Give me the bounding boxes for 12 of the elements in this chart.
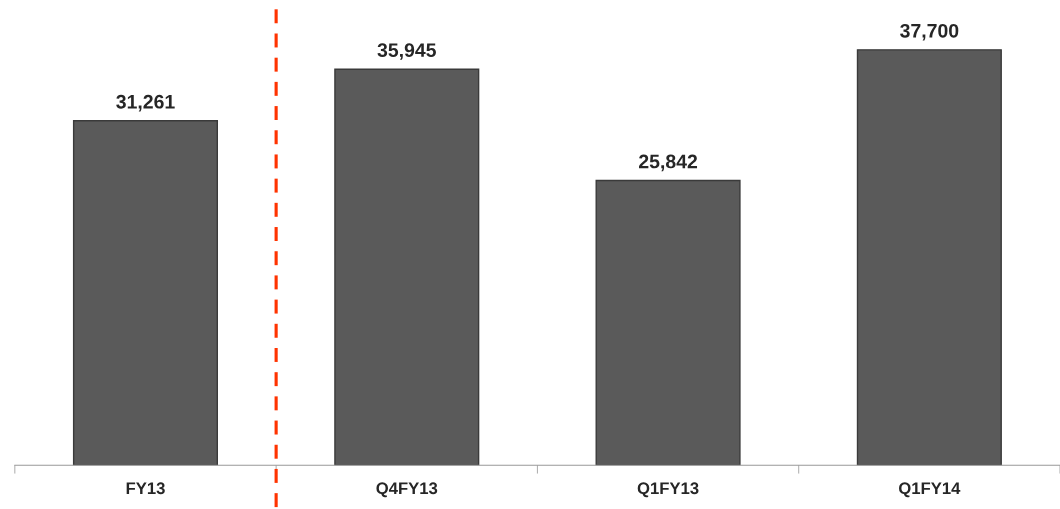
data-label: 37,700 [900, 23, 959, 41]
x-tick-label: Q4FY13 [376, 482, 438, 498]
bar [72, 120, 219, 466]
x-tick-label: FY13 [126, 482, 165, 495]
bar [856, 49, 1002, 466]
x-tick-label: Q1FY14 [899, 482, 961, 498]
data-label: 25,842 [639, 154, 698, 172]
data-label: 31,261 [116, 94, 175, 112]
x-tick-label: Q1FY13 [637, 482, 699, 498]
bar [334, 68, 480, 466]
data-label: 35,945 [377, 43, 436, 60]
bar [595, 179, 741, 466]
